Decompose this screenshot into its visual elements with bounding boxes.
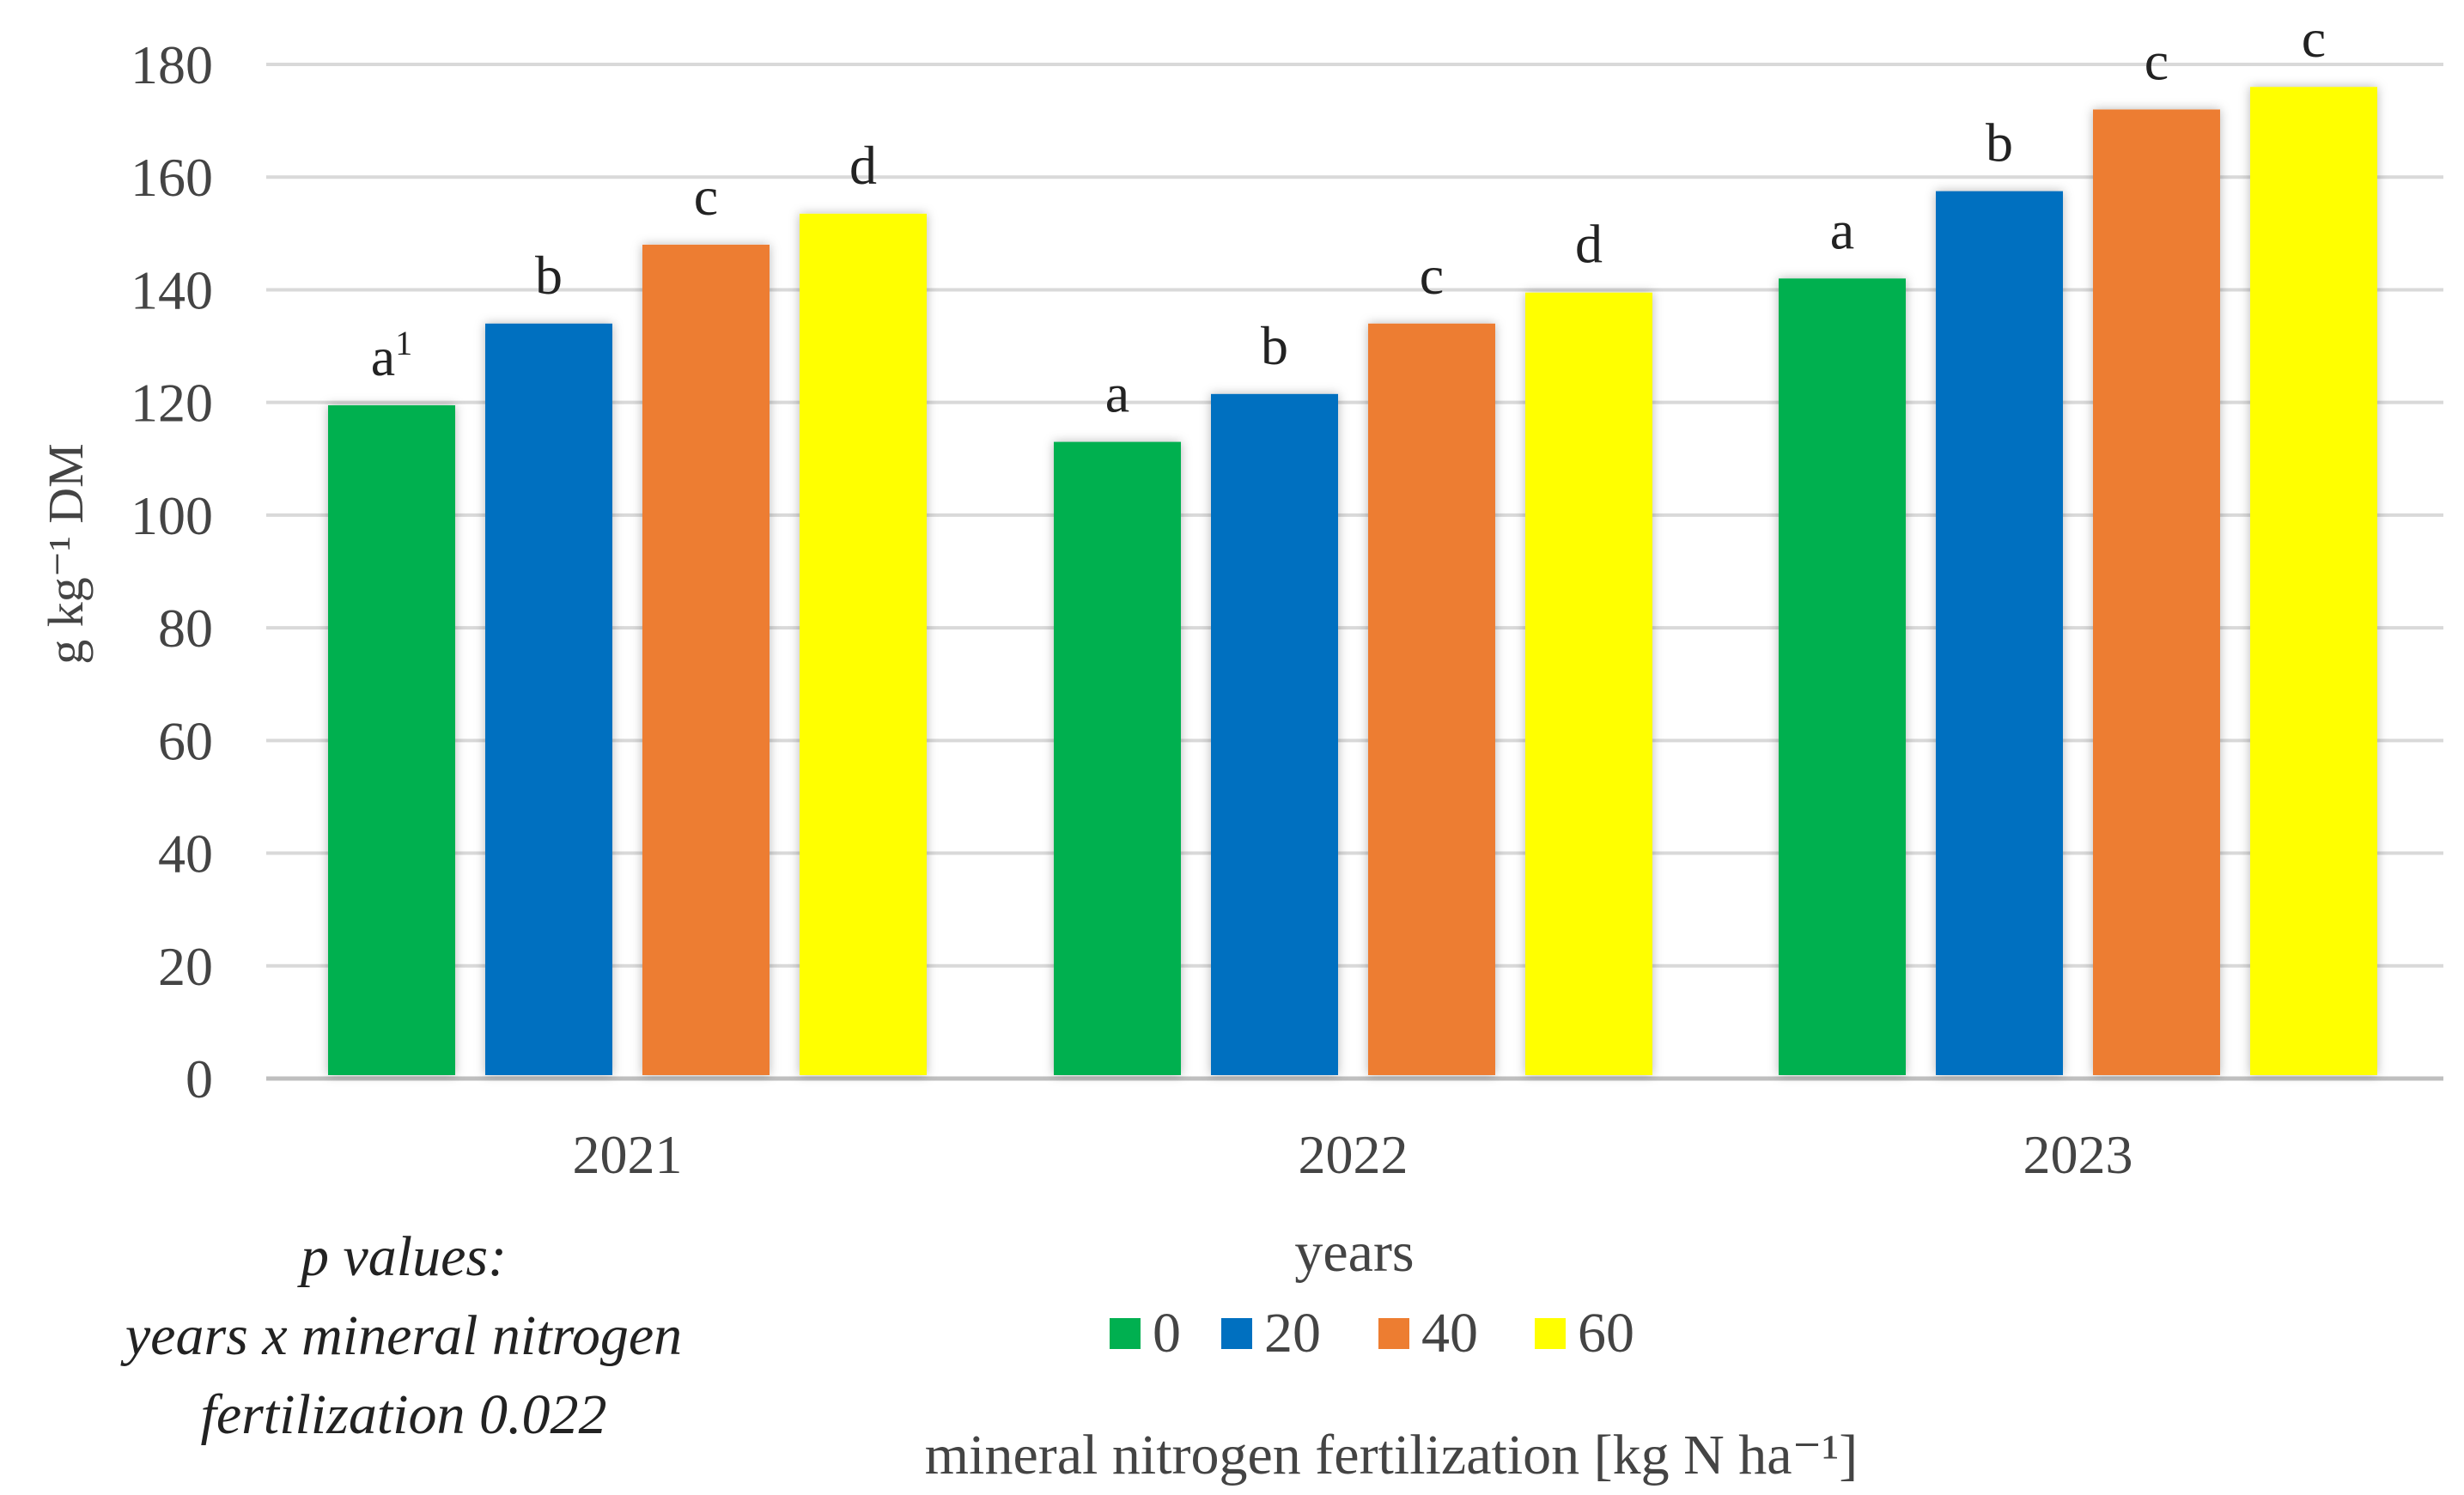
y-tick-label: 160 (131, 147, 213, 208)
x-tick-label: 2023 (2023, 1124, 2133, 1185)
footnote-marker: 1 (395, 324, 412, 362)
bar-label-2023-60: c (2302, 8, 2326, 69)
bar-2023-20 (1936, 191, 2063, 1075)
bar-label-2022-60: d (1575, 214, 1603, 275)
y-tick-label: 20 (158, 936, 213, 997)
bar-2023-60 (2250, 87, 2377, 1076)
x-tick-label: 2021 (573, 1124, 683, 1185)
legend-label-40: 40 (1421, 1302, 1478, 1364)
bar-label-2021-0: a1 (371, 324, 412, 387)
gridlines (266, 63, 2443, 1081)
bar-label-2022-20: b (1261, 315, 1288, 376)
y-tick-label: 140 (131, 259, 213, 320)
bar-2021-60 (800, 213, 927, 1075)
y-tick-labels: 0 20 40 60 80 100 120 140 160 180 (131, 34, 213, 1109)
bar-2022-20 (1211, 393, 1338, 1075)
legend-label-0: 0 (1153, 1302, 1181, 1364)
x-axis-label: years (1294, 1221, 1414, 1284)
legend-swatch-60 (1535, 1318, 1566, 1349)
x-tick-labels: 2021 2022 2023 (573, 1124, 2133, 1185)
bar-2021-40 (642, 244, 770, 1075)
bars (328, 87, 2377, 1076)
bar-label-2023-40: c (2145, 30, 2169, 91)
bar-label-2023-20: b (1986, 112, 2013, 173)
legend: 0 20 40 60 (1110, 1302, 1634, 1364)
legend-title: mineral nitrogen fertilization [kg N ha⁻… (925, 1424, 1858, 1486)
bar-2023-40 (2093, 109, 2220, 1075)
y-tick-label: 80 (158, 598, 213, 659)
bar-label-2023-0: a (1830, 199, 1854, 260)
legend-label-60: 60 (1578, 1302, 1634, 1364)
bar-label-2022-40: c (1420, 245, 1444, 306)
bar-2022-0 (1054, 441, 1181, 1075)
y-tick-label: 180 (131, 34, 213, 95)
y-tick-label: 40 (158, 823, 213, 884)
p-values-heading: p values: (300, 1225, 508, 1288)
y-axis-label: g kg⁻¹ DM (38, 443, 94, 664)
bar-significance-labels: a1 b c d a b c d a b c c (371, 8, 2326, 423)
bar-2021-0 (328, 404, 455, 1075)
bar-label-2021-20: b (535, 245, 563, 306)
p-values-line-3: fertilization 0.022 (200, 1383, 607, 1446)
legend-swatch-40 (1378, 1318, 1409, 1349)
legend-swatch-0 (1110, 1318, 1141, 1349)
p-values-line-2: years x mineral nitrogen (125, 1304, 683, 1367)
bar-2022-40 (1368, 323, 1495, 1075)
bar-label-2021-40: c (694, 166, 718, 227)
bar-2022-60 (1525, 292, 1652, 1076)
legend-swatch-20 (1221, 1318, 1252, 1349)
y-tick-label: 0 (186, 1048, 213, 1109)
bar-2023-0 (1779, 278, 1906, 1075)
bar-label-2021-60: d (849, 135, 877, 196)
bar-2021-20 (485, 323, 612, 1075)
bar-label-2022-0: a (1105, 363, 1129, 424)
legend-label-20: 20 (1264, 1302, 1321, 1364)
x-tick-label: 2022 (1299, 1124, 1408, 1185)
y-tick-label: 120 (131, 373, 213, 434)
y-tick-label: 100 (131, 485, 213, 546)
y-tick-label: 60 (158, 710, 213, 771)
p-values-note: p values: years x mineral nitrogen ferti… (52, 1218, 756, 1455)
